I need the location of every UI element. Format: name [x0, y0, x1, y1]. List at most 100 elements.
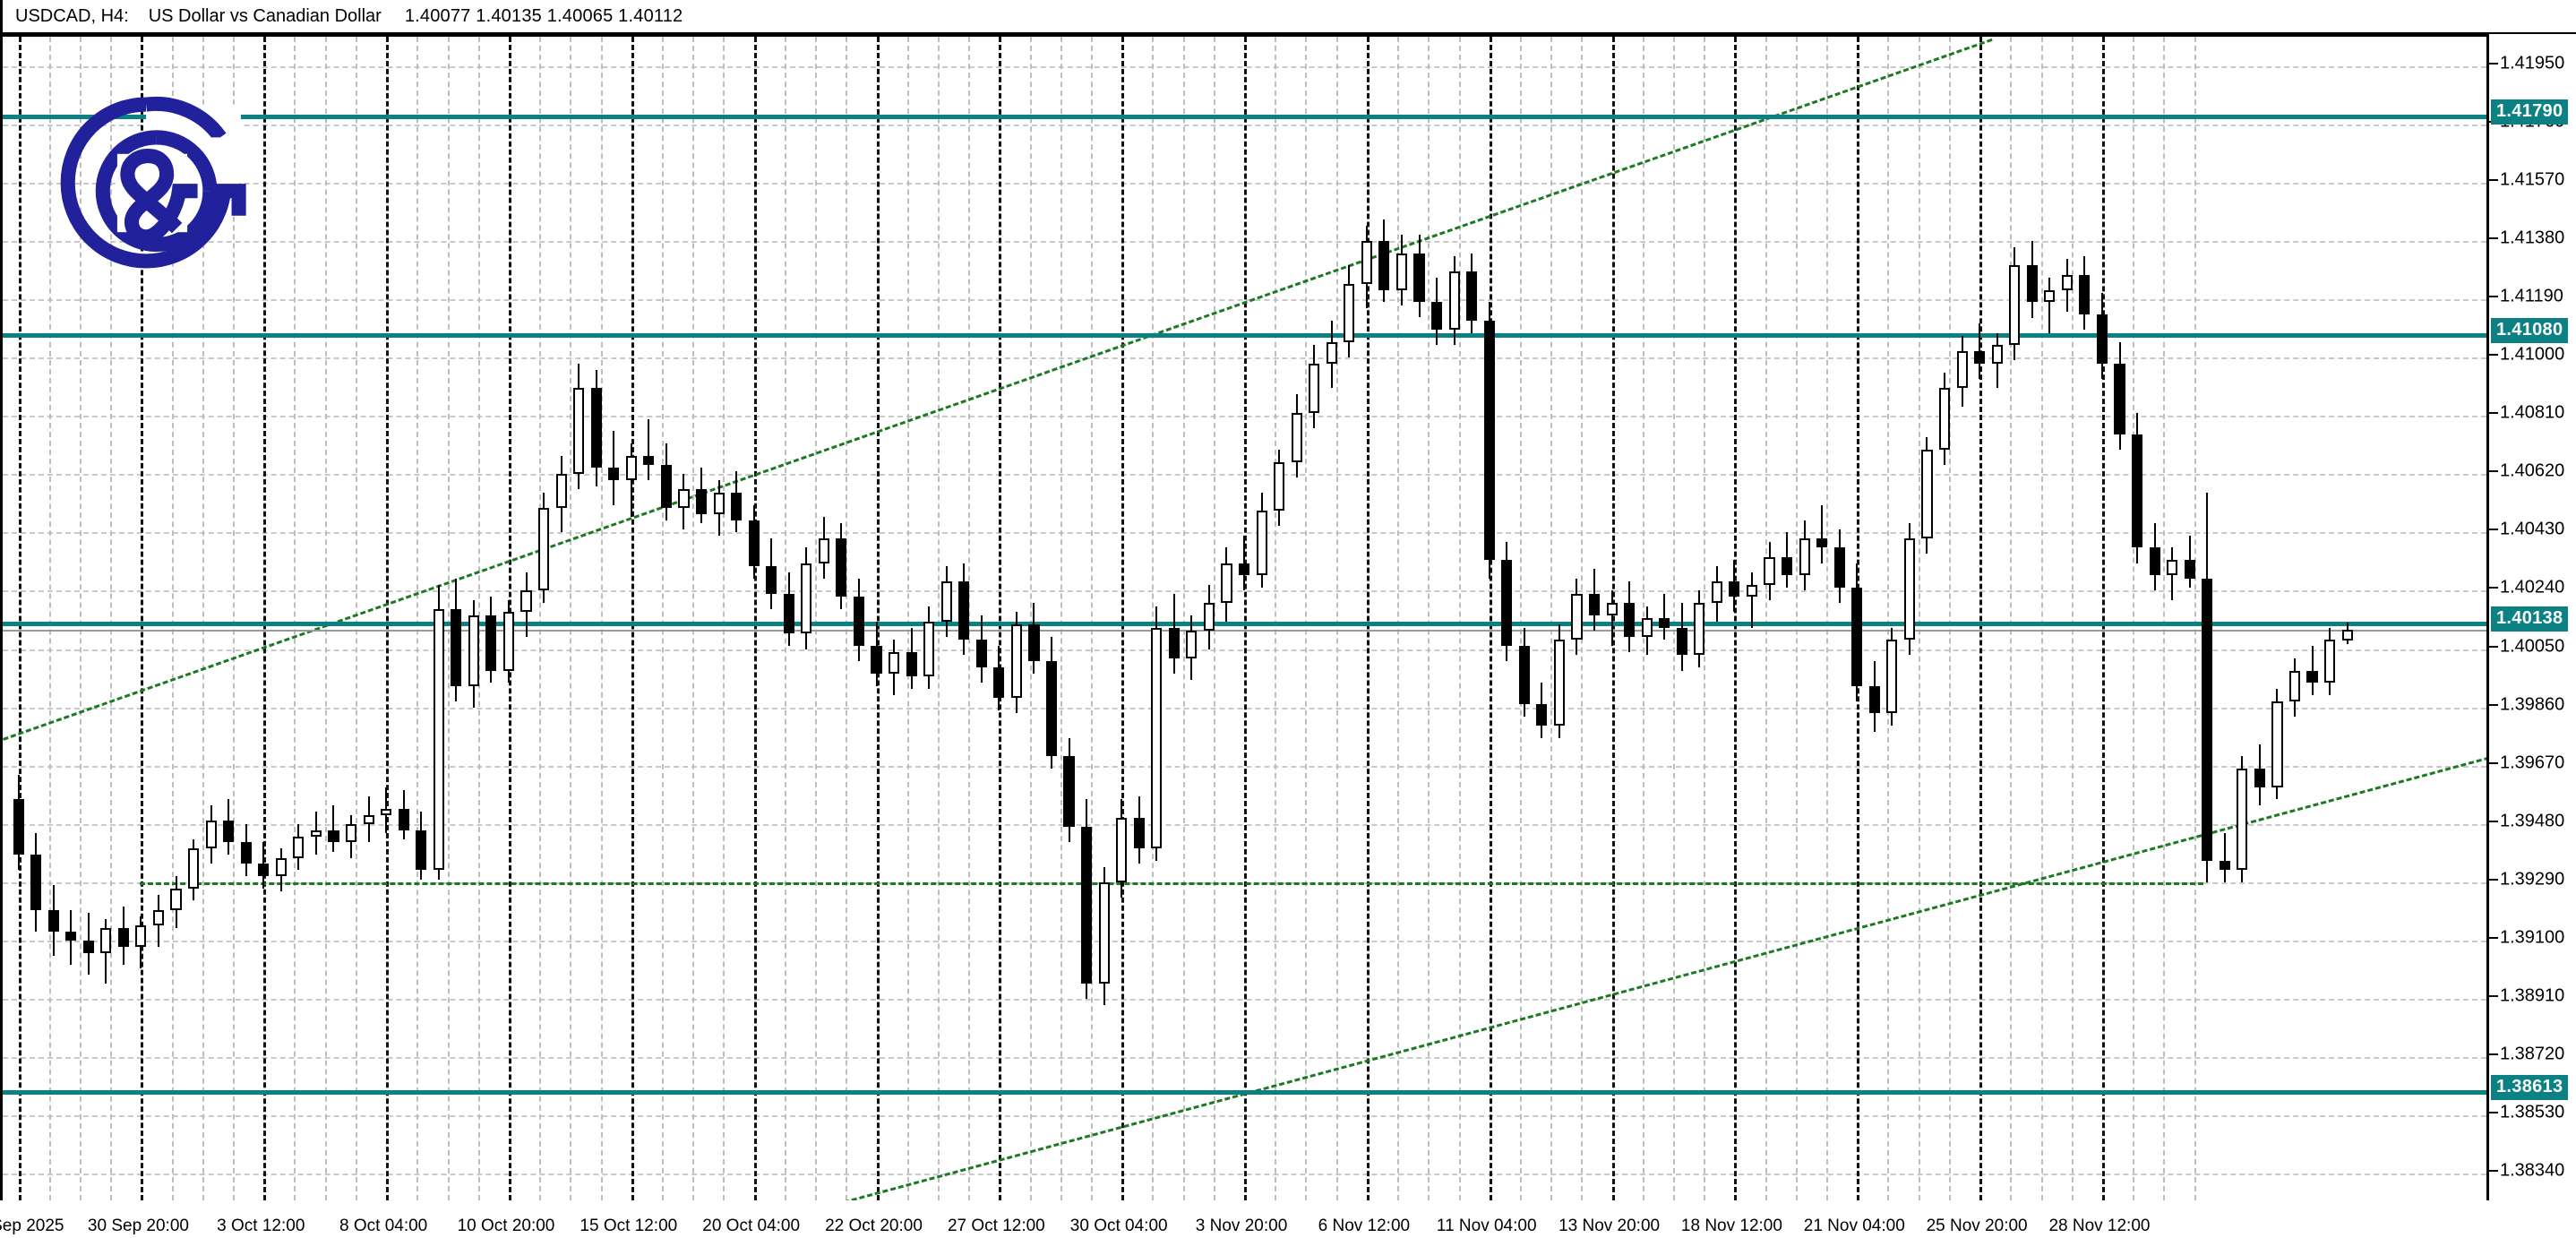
candle-body	[1868, 685, 1880, 714]
candle-body	[818, 538, 829, 563]
price-tick	[2489, 470, 2498, 473]
candle-body	[853, 597, 864, 647]
candle-body	[940, 581, 952, 622]
chart-plot-area[interactable]	[0, 34, 2486, 1200]
gridline-vertical-minor	[906, 37, 909, 1200]
cg-monogram-logo-icon	[60, 96, 246, 269]
price-level-line[interactable]	[3, 115, 2486, 120]
header-divider	[0, 32, 2576, 35]
gridline-vertical-minor	[937, 37, 940, 1200]
gridline-vertical-major	[1611, 37, 1615, 1200]
candle-body	[1028, 624, 1040, 662]
candle-body	[1378, 240, 1390, 290]
price-tick	[2489, 820, 2498, 822]
candle-body	[1886, 640, 1898, 714]
candle-body	[47, 909, 59, 932]
candle-body	[13, 799, 24, 855]
candle-body	[801, 563, 812, 634]
candle-body	[1729, 581, 1740, 598]
candle-body	[975, 640, 987, 668]
candle-body	[1045, 661, 1058, 757]
candle-wick	[2311, 646, 2314, 695]
price-level-tag[interactable]: 1.38613	[2491, 1074, 2569, 1100]
gridline-vertical-minor	[1275, 37, 1277, 1200]
candle-body	[1694, 603, 1705, 656]
price-axis-label: 1.39290	[2500, 869, 2565, 890]
price-axis-label: 1.41190	[2500, 286, 2563, 306]
price-axis-label: 1.38530	[2500, 1102, 2565, 1122]
price-tick	[2489, 295, 2498, 297]
candle-body	[275, 857, 287, 877]
candle-body	[1483, 320, 1495, 561]
candle-body	[1764, 556, 1775, 585]
candle-body	[1291, 412, 1302, 462]
price-level-tag[interactable]: 1.41790	[2491, 99, 2569, 125]
candle-body	[2324, 640, 2336, 683]
candle-body	[1448, 271, 1460, 331]
candle-body	[328, 830, 339, 843]
candle-body	[1606, 603, 1618, 615]
candle-body	[2026, 265, 2038, 303]
candle-body	[748, 520, 760, 567]
candle-body	[1344, 283, 1355, 342]
candle-body	[608, 468, 620, 481]
price-tick	[2489, 236, 2498, 239]
gridline-vertical-minor	[723, 37, 726, 1200]
gridline-vertical-minor	[1428, 37, 1430, 1200]
candle-body	[502, 612, 515, 671]
time-axis[interactable]: 26 Sep 2025 30 Sep 20:00 3 Oct 12:00 8 Oct …	[0, 1200, 2576, 1238]
candle-body	[1309, 363, 1320, 413]
candle-body	[30, 855, 42, 910]
price-tick	[2489, 178, 2498, 181]
price-axis-label: 1.38910	[2500, 985, 2565, 1006]
bid-price-line	[3, 630, 2486, 632]
candle-body	[1238, 563, 1250, 576]
candle-body	[923, 621, 935, 677]
price-axis[interactable]: 1.419501.417601.415701.413801.411901.410…	[2486, 34, 2576, 1200]
candle-body	[100, 928, 112, 953]
price-axis-label: 1.41950	[2500, 53, 2565, 73]
price-level-tag[interactable]: 1.41080	[2491, 317, 2569, 343]
gridline-vertical-minor	[2194, 37, 2196, 1200]
candle-body	[433, 609, 444, 871]
candle-body	[345, 823, 357, 843]
gridline-vertical-major	[999, 37, 1002, 1200]
gridline-vertical-minor	[324, 37, 327, 1200]
time-axis-label: 22 Oct 20:00	[825, 1217, 923, 1235]
price-axis-label: 1.39860	[2500, 694, 2565, 715]
candle-body	[1203, 603, 1215, 631]
gridline-vertical-minor	[202, 37, 204, 1200]
price-tick	[2489, 1112, 2498, 1114]
gridline-vertical-minor	[1765, 37, 1767, 1200]
candle-body	[573, 388, 585, 475]
trendline[interactable]	[139, 881, 2203, 885]
price-level-line[interactable]	[3, 332, 2486, 338]
candle-body	[1956, 351, 1968, 389]
price-tick	[2489, 1053, 2498, 1056]
price-level-line[interactable]	[3, 1089, 2486, 1095]
time-axis-label: 27 Oct 12:00	[947, 1217, 1045, 1235]
candle-body	[2254, 769, 2265, 787]
price-axis-label: 1.40620	[2500, 460, 2565, 481]
gridline-vertical-minor	[846, 37, 848, 1200]
price-tick	[2489, 1170, 2498, 1173]
candle-body	[363, 814, 374, 824]
candle-body	[1151, 627, 1163, 849]
gridline-vertical-minor	[1090, 37, 1093, 1200]
candle-body	[293, 836, 305, 858]
candle-body	[2288, 670, 2301, 701]
price-level-line[interactable]	[3, 622, 2486, 627]
candle-wick	[2048, 277, 2051, 333]
gridline-vertical-minor	[233, 37, 236, 1200]
gridline-vertical-minor	[1673, 37, 1675, 1200]
gridline-vertical-minor	[570, 37, 572, 1200]
gridline-vertical-minor	[171, 37, 174, 1200]
gridline-vertical-minor	[355, 37, 357, 1200]
time-axis-label: 30 Sep 20:00	[87, 1217, 189, 1235]
candle-body	[1081, 827, 1093, 984]
price-level-tag[interactable]: 1.40138	[2491, 606, 2569, 632]
gridline-vertical-minor	[692, 37, 695, 1200]
gridline-vertical-minor	[815, 37, 818, 1200]
candle-body	[520, 590, 532, 613]
